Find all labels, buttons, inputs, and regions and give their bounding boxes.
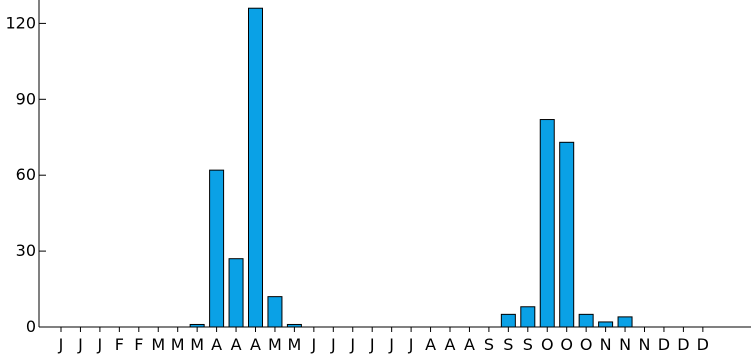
x-tick-label: J <box>408 335 414 354</box>
bar <box>617 316 633 328</box>
bar <box>500 313 516 328</box>
bar <box>539 119 555 328</box>
y-tick-label: 120 <box>5 13 36 32</box>
bar <box>228 258 244 328</box>
x-tick-label: J <box>310 335 316 354</box>
x-tick-label: S <box>484 335 494 354</box>
bar <box>209 169 225 328</box>
x-tick-label: O <box>541 335 554 354</box>
x-tick-label: D <box>677 335 689 354</box>
x-tick-label: M <box>287 335 301 354</box>
x-tick-label: N <box>600 335 612 354</box>
x-tick-label: A <box>231 335 242 354</box>
x-tick-label: F <box>115 335 124 354</box>
bar <box>578 313 594 328</box>
x-tick-label: A <box>425 335 436 354</box>
x-tick-label: N <box>619 335 631 354</box>
x-tick-label: O <box>560 335 573 354</box>
y-tick-label: 30 <box>16 241 36 260</box>
bar <box>267 296 283 328</box>
x-tick-label: D <box>658 335 670 354</box>
x-tick-label: M <box>268 335 282 354</box>
bars-group <box>189 7 633 328</box>
x-tick-label: S <box>503 335 513 354</box>
y-axis: 0 30 60 90 120 <box>5 0 46 336</box>
bar <box>520 306 536 328</box>
bar <box>286 323 302 328</box>
x-tick-label: S <box>523 335 533 354</box>
x-tick-label: A <box>211 335 222 354</box>
y-tick-label: 60 <box>16 165 36 184</box>
x-tick-label: A <box>250 335 261 354</box>
x-tick-label: A <box>464 335 475 354</box>
x-tick-label: N <box>639 335 651 354</box>
x-tick-label: O <box>580 335 593 354</box>
bar <box>189 323 205 328</box>
x-tick-label: J <box>369 335 375 354</box>
y-tick-label: 0 <box>26 317 36 336</box>
x-tick-label: D <box>697 335 709 354</box>
x-tick-label: J <box>330 335 336 354</box>
x-tick-label: M <box>190 335 204 354</box>
x-tick-label: F <box>134 335 143 354</box>
x-tick-label: J <box>388 335 394 354</box>
x-tick-label: A <box>445 335 456 354</box>
y-tick-label: 90 <box>16 89 36 108</box>
x-tick-label: J <box>349 335 355 354</box>
bar <box>559 141 575 328</box>
x-tick-label: M <box>171 335 185 354</box>
bar <box>598 321 614 328</box>
x-tick-label: J <box>97 335 103 354</box>
x-tick-label: J <box>77 335 83 354</box>
x-tick-label: J <box>58 335 64 354</box>
x-tick-label: M <box>151 335 165 354</box>
bar <box>248 7 263 328</box>
